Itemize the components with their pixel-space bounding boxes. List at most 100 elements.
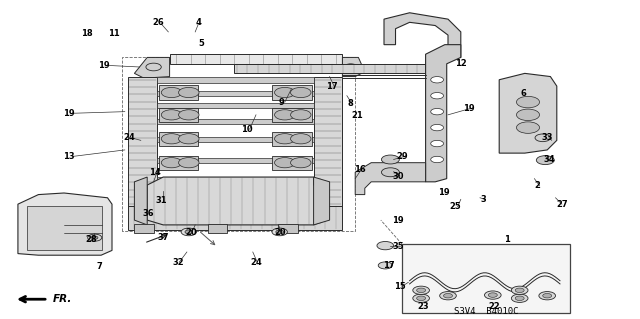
Circle shape bbox=[431, 124, 444, 131]
Polygon shape bbox=[159, 108, 198, 122]
Text: 9: 9 bbox=[279, 98, 284, 107]
Text: 19: 19 bbox=[392, 216, 404, 225]
Polygon shape bbox=[272, 132, 312, 146]
Text: 30: 30 bbox=[392, 172, 404, 181]
Polygon shape bbox=[157, 119, 314, 124]
Circle shape bbox=[291, 134, 311, 144]
Polygon shape bbox=[314, 177, 330, 225]
Text: 20: 20 bbox=[275, 228, 286, 237]
Polygon shape bbox=[128, 206, 342, 230]
Text: 6: 6 bbox=[520, 89, 527, 98]
Polygon shape bbox=[499, 73, 557, 153]
Circle shape bbox=[543, 293, 552, 298]
Circle shape bbox=[431, 93, 444, 99]
Circle shape bbox=[417, 288, 426, 293]
Circle shape bbox=[148, 210, 157, 214]
Text: S3V4  B4010C: S3V4 B4010C bbox=[454, 307, 518, 315]
Text: 21: 21 bbox=[351, 111, 363, 120]
Circle shape bbox=[381, 155, 399, 164]
Text: 7: 7 bbox=[97, 262, 102, 271]
Text: 19: 19 bbox=[63, 109, 75, 118]
Polygon shape bbox=[272, 108, 312, 122]
Circle shape bbox=[275, 134, 295, 144]
Circle shape bbox=[516, 109, 540, 121]
Polygon shape bbox=[157, 137, 314, 142]
Text: 37: 37 bbox=[157, 233, 169, 242]
Polygon shape bbox=[208, 224, 227, 233]
Circle shape bbox=[378, 262, 392, 269]
Text: 34: 34 bbox=[543, 155, 555, 164]
Text: 25: 25 bbox=[450, 202, 461, 211]
Polygon shape bbox=[159, 156, 198, 170]
Circle shape bbox=[161, 158, 182, 168]
Circle shape bbox=[377, 241, 394, 250]
Polygon shape bbox=[18, 193, 112, 255]
Text: 20: 20 bbox=[185, 228, 196, 237]
Text: 27: 27 bbox=[556, 200, 568, 209]
Text: 19: 19 bbox=[438, 188, 450, 197]
Circle shape bbox=[511, 294, 528, 302]
Circle shape bbox=[88, 234, 102, 241]
Circle shape bbox=[272, 228, 287, 236]
Text: 12: 12 bbox=[455, 59, 467, 68]
Text: 18: 18 bbox=[81, 29, 92, 38]
Circle shape bbox=[516, 96, 540, 108]
Circle shape bbox=[515, 296, 524, 300]
Circle shape bbox=[484, 291, 501, 299]
Circle shape bbox=[144, 208, 161, 216]
Text: 17: 17 bbox=[326, 82, 337, 91]
Circle shape bbox=[291, 87, 311, 98]
Polygon shape bbox=[159, 85, 198, 100]
Text: 36: 36 bbox=[143, 209, 154, 218]
Circle shape bbox=[275, 158, 295, 168]
Text: 26: 26 bbox=[153, 18, 164, 27]
Text: 28: 28 bbox=[85, 235, 97, 244]
Polygon shape bbox=[157, 77, 314, 83]
Text: 15: 15 bbox=[394, 282, 406, 291]
Circle shape bbox=[92, 236, 98, 239]
Polygon shape bbox=[27, 206, 102, 250]
Text: 17: 17 bbox=[383, 261, 395, 270]
Text: 3: 3 bbox=[481, 195, 486, 204]
Circle shape bbox=[179, 110, 199, 120]
Polygon shape bbox=[272, 156, 312, 170]
Circle shape bbox=[431, 108, 444, 115]
FancyBboxPatch shape bbox=[402, 244, 570, 313]
Text: 5: 5 bbox=[198, 39, 205, 48]
Circle shape bbox=[275, 87, 295, 98]
Text: 14: 14 bbox=[149, 168, 161, 177]
Polygon shape bbox=[147, 177, 326, 225]
Polygon shape bbox=[134, 224, 154, 233]
Polygon shape bbox=[128, 77, 157, 207]
Polygon shape bbox=[272, 85, 312, 100]
Circle shape bbox=[444, 293, 452, 298]
Text: 1: 1 bbox=[504, 235, 510, 244]
Polygon shape bbox=[355, 163, 426, 195]
Polygon shape bbox=[157, 91, 314, 96]
Text: 2: 2 bbox=[534, 181, 541, 190]
Polygon shape bbox=[314, 77, 342, 207]
Text: 19: 19 bbox=[98, 61, 109, 70]
Circle shape bbox=[515, 288, 524, 293]
Circle shape bbox=[291, 110, 311, 120]
Circle shape bbox=[275, 110, 295, 120]
Circle shape bbox=[161, 110, 182, 120]
Text: 24: 24 bbox=[124, 133, 135, 142]
Text: 33: 33 bbox=[541, 133, 553, 142]
Circle shape bbox=[381, 168, 399, 177]
Circle shape bbox=[431, 140, 444, 147]
Polygon shape bbox=[342, 57, 365, 77]
Text: 10: 10 bbox=[241, 125, 252, 134]
Polygon shape bbox=[157, 193, 314, 198]
Circle shape bbox=[413, 294, 429, 302]
Text: 16: 16 bbox=[354, 165, 365, 174]
Polygon shape bbox=[157, 103, 314, 108]
Circle shape bbox=[539, 292, 556, 300]
Circle shape bbox=[291, 158, 311, 168]
Circle shape bbox=[431, 77, 444, 83]
Circle shape bbox=[185, 230, 193, 234]
Circle shape bbox=[511, 286, 528, 294]
Text: 11: 11 bbox=[108, 29, 120, 38]
Circle shape bbox=[516, 122, 540, 133]
Circle shape bbox=[179, 134, 199, 144]
